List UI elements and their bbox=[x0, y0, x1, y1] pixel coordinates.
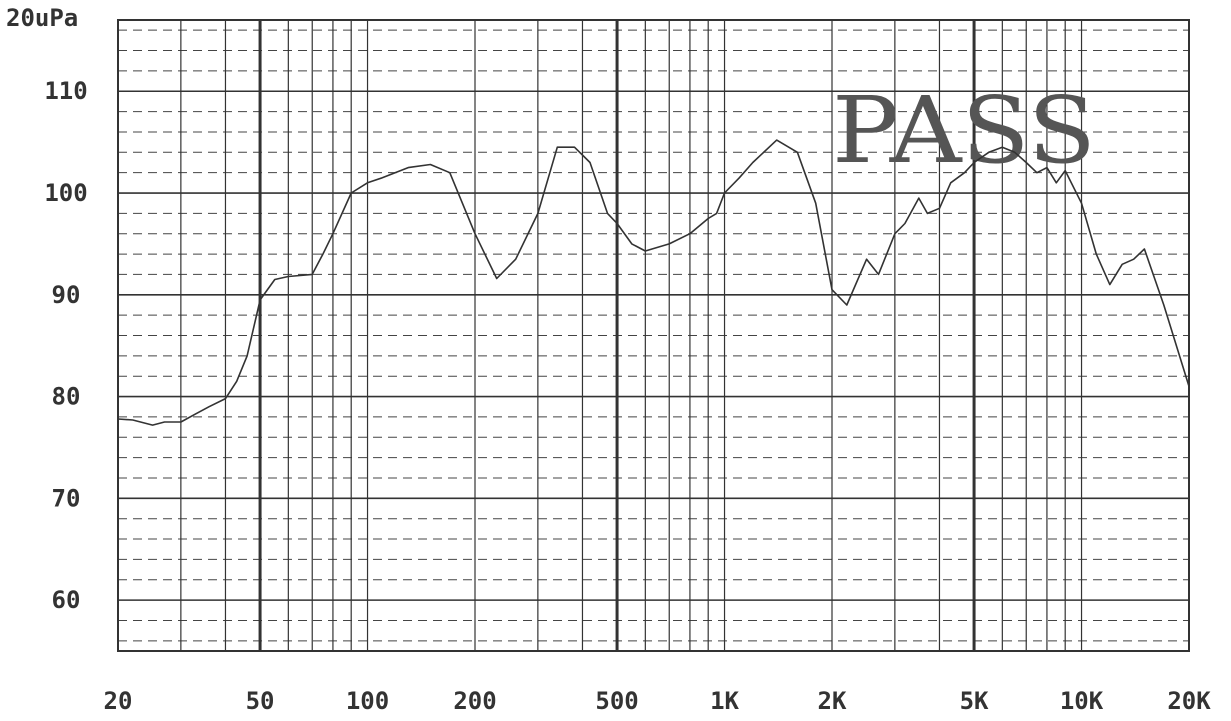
y-tick-label: 60 bbox=[52, 586, 81, 614]
x-tick-label: 200 bbox=[453, 687, 496, 715]
x-tick-label: 2K bbox=[818, 687, 847, 715]
x-tick-label: 5K bbox=[960, 687, 989, 715]
y-tick-label: 100 bbox=[44, 179, 87, 207]
grid-minor-horizontal bbox=[118, 29, 1189, 642]
y-tick-labels: 110 100 90 80 70 60 bbox=[44, 77, 87, 614]
pass-stamp: PASS bbox=[832, 77, 1096, 184]
x-tick-label: 1K bbox=[710, 687, 739, 715]
grid-major-horizontal bbox=[118, 90, 1189, 601]
grid-vertical bbox=[180, 20, 1083, 651]
y-axis-unit-label: 20uPa bbox=[6, 4, 78, 32]
response-curve bbox=[117, 139, 1190, 426]
x-tick-label: 100 bbox=[346, 687, 389, 715]
y-tick-label: 70 bbox=[52, 484, 81, 512]
x-tick-label: 50 bbox=[246, 687, 275, 715]
y-tick-label: 90 bbox=[52, 281, 81, 309]
y-tick-label: 110 bbox=[44, 77, 87, 105]
x-tick-label: 20K bbox=[1167, 687, 1211, 715]
x-tick-label: 10K bbox=[1060, 687, 1104, 715]
plot-frame bbox=[117, 19, 1190, 652]
x-tick-label: 500 bbox=[595, 687, 638, 715]
x-tick-labels: 20 50 100 200 500 1K 2K 5K 10K 20K bbox=[104, 687, 1212, 715]
x-tick-label: 20 bbox=[104, 687, 133, 715]
y-tick-label: 80 bbox=[52, 383, 81, 411]
